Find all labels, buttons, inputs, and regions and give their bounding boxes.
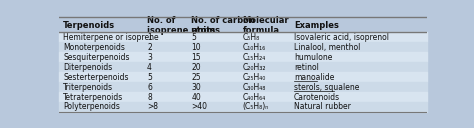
Text: 15: 15 bbox=[191, 53, 201, 62]
Text: manoalide: manoalide bbox=[294, 73, 334, 82]
Text: Terpenoids: Terpenoids bbox=[64, 21, 115, 30]
Text: C₂₅H₄₀: C₂₅H₄₀ bbox=[243, 73, 266, 82]
Text: No. of
isoprene units: No. of isoprene units bbox=[147, 16, 215, 35]
Text: 10: 10 bbox=[191, 43, 201, 52]
Text: 1: 1 bbox=[147, 33, 152, 42]
Text: C₁₀H₁₆: C₁₀H₁₆ bbox=[243, 43, 266, 52]
Text: Carotenoids: Carotenoids bbox=[294, 93, 340, 102]
Text: C₁₅H₂₄: C₁₅H₂₄ bbox=[243, 53, 266, 62]
Text: retinol: retinol bbox=[294, 63, 319, 72]
Text: Sesterterpenoids: Sesterterpenoids bbox=[64, 73, 129, 82]
Text: No. of carbon
atoms: No. of carbon atoms bbox=[191, 16, 255, 35]
Text: >8: >8 bbox=[147, 103, 158, 111]
Text: Tetraterpenoids: Tetraterpenoids bbox=[64, 93, 124, 102]
Text: C₂₀H₃₂: C₂₀H₃₂ bbox=[243, 63, 266, 72]
Text: >40: >40 bbox=[191, 103, 207, 111]
Text: Hemiterpene or isoprene: Hemiterpene or isoprene bbox=[64, 33, 159, 42]
Text: 6: 6 bbox=[147, 83, 152, 92]
Bar bbox=[59, 62, 427, 72]
Bar bbox=[59, 17, 427, 32]
Text: Isovaleric acid, isoprenol: Isovaleric acid, isoprenol bbox=[294, 33, 389, 42]
Text: (C₅H₈)ₙ: (C₅H₈)ₙ bbox=[243, 103, 269, 111]
Bar bbox=[59, 102, 427, 112]
Text: Examples: Examples bbox=[294, 21, 339, 30]
Text: Molecular
formula: Molecular formula bbox=[243, 16, 289, 35]
Text: sterols, squalene: sterols, squalene bbox=[294, 83, 359, 92]
Text: 25: 25 bbox=[191, 73, 201, 82]
Text: Linalool, menthol: Linalool, menthol bbox=[294, 43, 360, 52]
Text: 20: 20 bbox=[191, 63, 201, 72]
Text: 2: 2 bbox=[147, 43, 152, 52]
Bar bbox=[59, 52, 427, 62]
Text: 3: 3 bbox=[147, 53, 152, 62]
Bar bbox=[59, 72, 427, 82]
Bar bbox=[59, 92, 427, 102]
Text: 30: 30 bbox=[191, 83, 201, 92]
Bar bbox=[59, 82, 427, 92]
Bar bbox=[59, 32, 427, 42]
Text: C₄₀H₆₄: C₄₀H₆₄ bbox=[243, 93, 266, 102]
Text: 5: 5 bbox=[191, 33, 196, 42]
Text: Polyterpenoids: Polyterpenoids bbox=[64, 103, 120, 111]
Text: Triterpenoids: Triterpenoids bbox=[64, 83, 113, 92]
Text: Sesquiterpenoids: Sesquiterpenoids bbox=[64, 53, 130, 62]
Text: 8: 8 bbox=[147, 93, 152, 102]
Bar bbox=[59, 42, 427, 52]
Text: humulone: humulone bbox=[294, 53, 332, 62]
Text: 40: 40 bbox=[191, 93, 201, 102]
Text: Monoterpenoids: Monoterpenoids bbox=[64, 43, 125, 52]
Text: 5: 5 bbox=[147, 73, 152, 82]
Text: 4: 4 bbox=[147, 63, 152, 72]
Text: C₃₀H₄₈: C₃₀H₄₈ bbox=[243, 83, 266, 92]
Text: Diterpenoids: Diterpenoids bbox=[64, 63, 112, 72]
Text: Natural rubber: Natural rubber bbox=[294, 103, 351, 111]
Text: C₅H₈: C₅H₈ bbox=[243, 33, 260, 42]
